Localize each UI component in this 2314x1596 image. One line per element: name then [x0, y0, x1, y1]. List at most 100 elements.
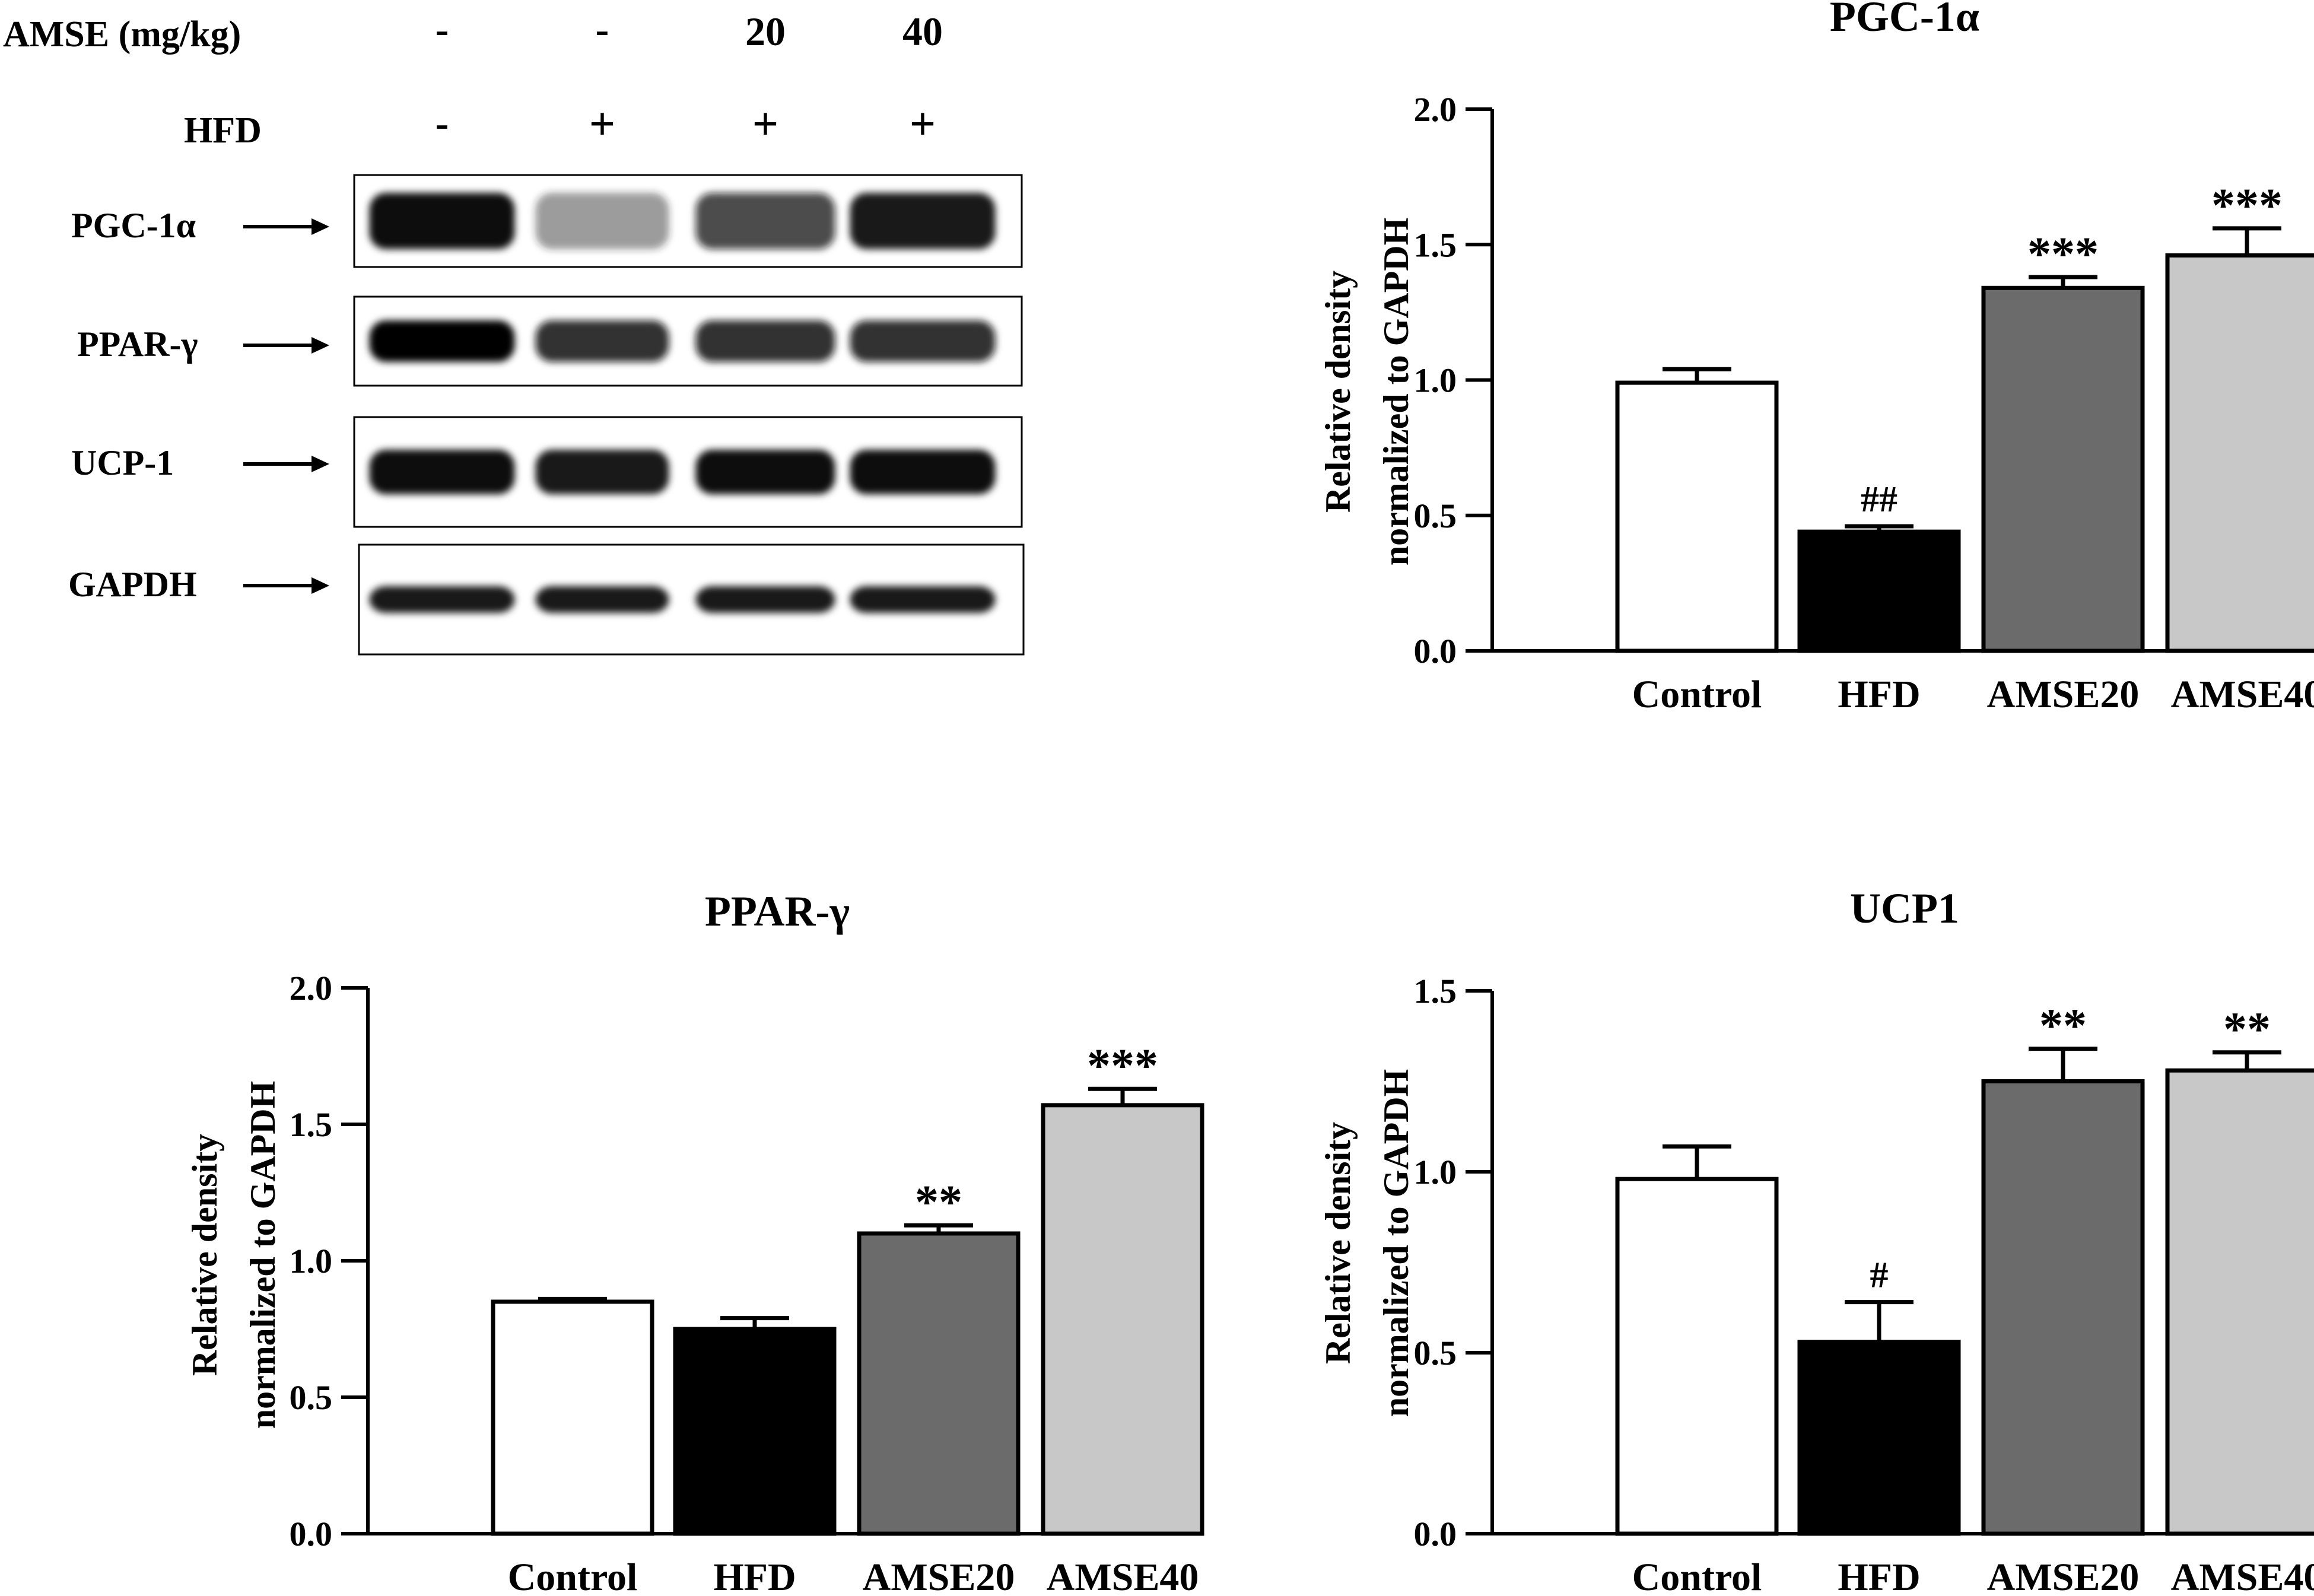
blot-band — [850, 586, 996, 613]
significance-label: ** — [915, 1177, 962, 1229]
blot-1: PPAR-γ — [77, 295, 1023, 387]
bar — [2165, 1068, 2314, 1536]
blot-band — [535, 450, 669, 494]
chart-title: PGC-1α — [1830, 0, 1979, 40]
blot-label: PPAR-γ — [77, 325, 198, 364]
arrow-head-icon — [312, 337, 329, 354]
treatment-value: - — [436, 7, 449, 52]
significance-label: *** — [2211, 180, 2283, 232]
y-tick-label: 0.0 — [1414, 632, 1457, 670]
y-tick-label: 0.5 — [1414, 1334, 1457, 1372]
y-tick-label: 2.0 — [1414, 90, 1457, 129]
bar — [1041, 1103, 1204, 1536]
y-tick-label: 0.0 — [290, 1515, 333, 1553]
treatment-value: + — [589, 98, 615, 150]
y-axis-label: Relative density normalized to GAPDH — [1318, 218, 1416, 566]
x-tick-label: Control — [1632, 673, 1762, 716]
bar-charts: PGC-1α Relative density normalized to GAPD… — [185, 0, 2314, 1596]
bar — [491, 1299, 654, 1536]
arrow-head-icon — [312, 456, 329, 472]
treatment-label-amse: AMSE (mg/kg) — [3, 14, 241, 55]
y-axis-label-line: normalized to GAPDH — [243, 1081, 282, 1429]
blot-2: UCP-1 — [71, 416, 1023, 528]
y-tick-label: 0.0 — [1414, 1515, 1457, 1553]
y-axis-label: Relative density normalized to GAPDH — [185, 1081, 282, 1429]
bar — [1615, 1177, 1779, 1536]
blot-band — [369, 193, 515, 249]
x-tick-label: AMSE40 — [2171, 673, 2314, 716]
blot-band — [535, 586, 669, 613]
bar — [857, 1231, 1021, 1536]
x-tick-label: AMSE40 — [1047, 1556, 1199, 1596]
arrow-head-icon — [312, 577, 329, 594]
treatment-row-amse: AMSE (mg/kg) - - 20 40 — [3, 7, 943, 55]
treatment-value: + — [752, 98, 778, 150]
x-tick-label: AMSE20 — [863, 1556, 1015, 1596]
bar — [2165, 253, 2314, 653]
significance-label: ## — [1861, 479, 1897, 520]
y-tick-label: 1.0 — [1414, 361, 1457, 400]
y-tick-label: 1.0 — [1414, 1153, 1457, 1191]
blot-band — [695, 450, 835, 494]
x-tick-label: HFD — [1838, 673, 1920, 716]
x-tick-label: AMSE20 — [1987, 1556, 2140, 1596]
significance-label: ** — [2223, 1004, 2271, 1056]
blot-label: UCP-1 — [71, 443, 174, 482]
y-tick-label: 0.5 — [1414, 497, 1457, 535]
blot-strips: PGC-1α PPAR-γ UCP-1 GAPDH — [68, 174, 1025, 656]
y-tick-label: 1.5 — [1414, 972, 1457, 1010]
bar — [1615, 380, 1779, 653]
bar — [1797, 1340, 1961, 1536]
x-tick-label: AMSE20 — [1987, 673, 2140, 716]
y-axis-label-line: normalized to GAPDH — [1377, 218, 1416, 566]
treatment-row-hfd: HFD - + + + — [184, 98, 936, 151]
bar-chart-1: PPAR-γ Relative density normalized to GAPD… — [185, 888, 1204, 1596]
x-tick-label: HFD — [1838, 1556, 1920, 1596]
blot-band — [535, 193, 669, 249]
x-tick-label: Control — [1632, 1556, 1762, 1596]
significance-label: *** — [2027, 228, 2099, 281]
y-axis-label-line: normalized to GAPDH — [1377, 1069, 1416, 1417]
blot-label: GAPDH — [68, 565, 197, 604]
arrow-head-icon — [312, 218, 329, 235]
bar — [1981, 285, 2145, 653]
blot-band — [850, 320, 996, 362]
x-tick-label: Control — [508, 1556, 638, 1596]
significance-label: ** — [2039, 1000, 2087, 1053]
treatment-label-hfd: HFD — [184, 110, 262, 151]
blot-band — [535, 320, 669, 362]
y-tick-label: 1.5 — [290, 1105, 333, 1144]
significance-label: *** — [1087, 1040, 1158, 1092]
bar — [673, 1327, 837, 1536]
blot-band — [695, 193, 835, 249]
x-tick-label: AMSE40 — [2171, 1556, 2314, 1596]
blot-band — [369, 320, 515, 362]
chart-title: PPAR-γ — [705, 888, 850, 935]
blot-0: PGC-1α — [71, 174, 1023, 268]
chart-title: UCP1 — [1850, 885, 1959, 932]
bar — [1797, 529, 1961, 653]
y-axis-label-line: Relative density — [1318, 271, 1358, 513]
y-tick-label: 2.0 — [290, 969, 333, 1007]
significance-label: # — [1870, 1255, 1889, 1296]
y-axis-label: Relative density normalized to GAPDH — [1318, 1069, 1416, 1417]
bar-chart-0: PGC-1α Relative density normalized to GAPD… — [1318, 0, 2314, 716]
treatment-value: + — [910, 98, 936, 150]
blot-band — [695, 320, 835, 362]
blot-label: PGC-1α — [71, 206, 196, 245]
y-axis-label-line: Relative density — [185, 1134, 224, 1376]
blot-band — [695, 586, 835, 613]
treatment-value: - — [596, 7, 609, 52]
blot-band — [850, 450, 996, 494]
x-tick-label: HFD — [713, 1556, 796, 1596]
y-tick-label: 1.0 — [290, 1242, 333, 1280]
treatment-value: 20 — [745, 9, 786, 54]
y-axis-label-line: Relative density — [1318, 1122, 1358, 1364]
blot-3: GAPDH — [68, 543, 1025, 656]
treatment-value: 40 — [902, 9, 943, 54]
y-tick-label: 1.5 — [1414, 225, 1457, 264]
blot-band — [369, 450, 515, 494]
blot-band — [369, 586, 515, 613]
